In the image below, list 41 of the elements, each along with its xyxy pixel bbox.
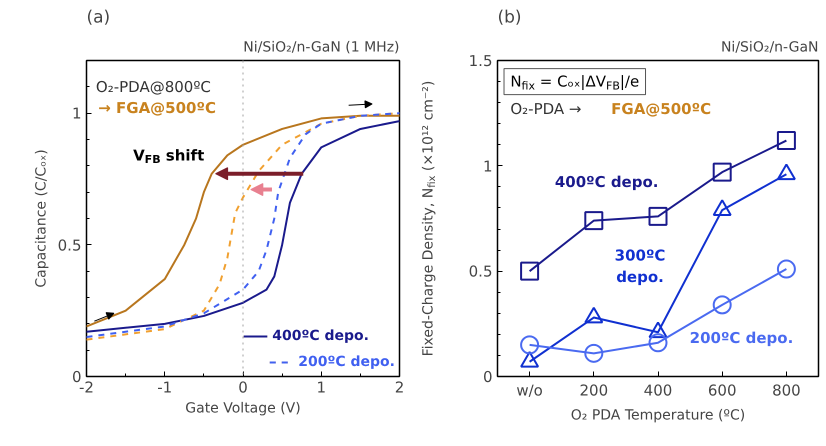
point — [648, 206, 668, 226]
annotation: O₂-PDA → — [510, 100, 582, 118]
x-tick-label: 600 — [708, 382, 737, 400]
y-axis-title: Capacitance (C/Cₒₓ) — [34, 149, 50, 288]
annotation: O₂-PDA@800ºC — [96, 78, 211, 96]
x-tick-label: 0 — [238, 378, 248, 396]
text: 400ºC depo. — [554, 173, 658, 192]
legend-label: 200ºC depo. — [690, 329, 794, 348]
y-tick-label: 1 — [72, 104, 82, 123]
x-tick-label: 2 — [394, 378, 404, 396]
point — [520, 335, 540, 354]
point — [584, 211, 604, 230]
annotation: FGA@500ºC — [611, 100, 712, 118]
x-axis-title: Gate Voltage (V) — [185, 400, 301, 416]
point — [712, 162, 732, 182]
x-tick-label: 1 — [316, 378, 326, 396]
y-tick-label: 0.5 — [468, 262, 493, 281]
annotation: → FGA@500ºC — [98, 98, 216, 117]
y-tick-label: 1.5 — [468, 52, 493, 70]
y-axis-title: Fixed-Charge Density, Nfix (×10¹² cm⁻²) — [420, 80, 438, 356]
x-tick-label: 200 — [579, 382, 608, 400]
y-tick-label: 1 — [482, 157, 493, 176]
x-tick-label: -2 — [79, 378, 94, 396]
point — [520, 262, 540, 281]
point — [584, 344, 604, 363]
point — [776, 260, 796, 279]
series-label: 300ºC depo. — [614, 246, 666, 286]
x-tick-label: -1 — [157, 378, 172, 396]
chart-title: Ni/SiO₂/n-GaN — [720, 40, 819, 56]
y-tick-label: 0.5 — [58, 236, 82, 254]
point — [712, 295, 732, 314]
chart-subtitle: (b) — [498, 8, 522, 28]
legend-label: 400ºC depo. — [272, 328, 369, 344]
x-axis-title: O₂ PDA Temperature (ºC) — [570, 408, 746, 424]
legend-label: 200ºC depo. — [298, 354, 395, 370]
chart-subtitle: (a) — [86, 8, 110, 28]
chart-title: Ni/SiO₂/n-GaN (1 MHz) — [243, 40, 400, 56]
x-tick-label: 800 — [772, 382, 801, 400]
x-tick-label: w/o — [516, 382, 543, 400]
x-tick-label: 400 — [644, 382, 672, 400]
point — [776, 131, 796, 150]
